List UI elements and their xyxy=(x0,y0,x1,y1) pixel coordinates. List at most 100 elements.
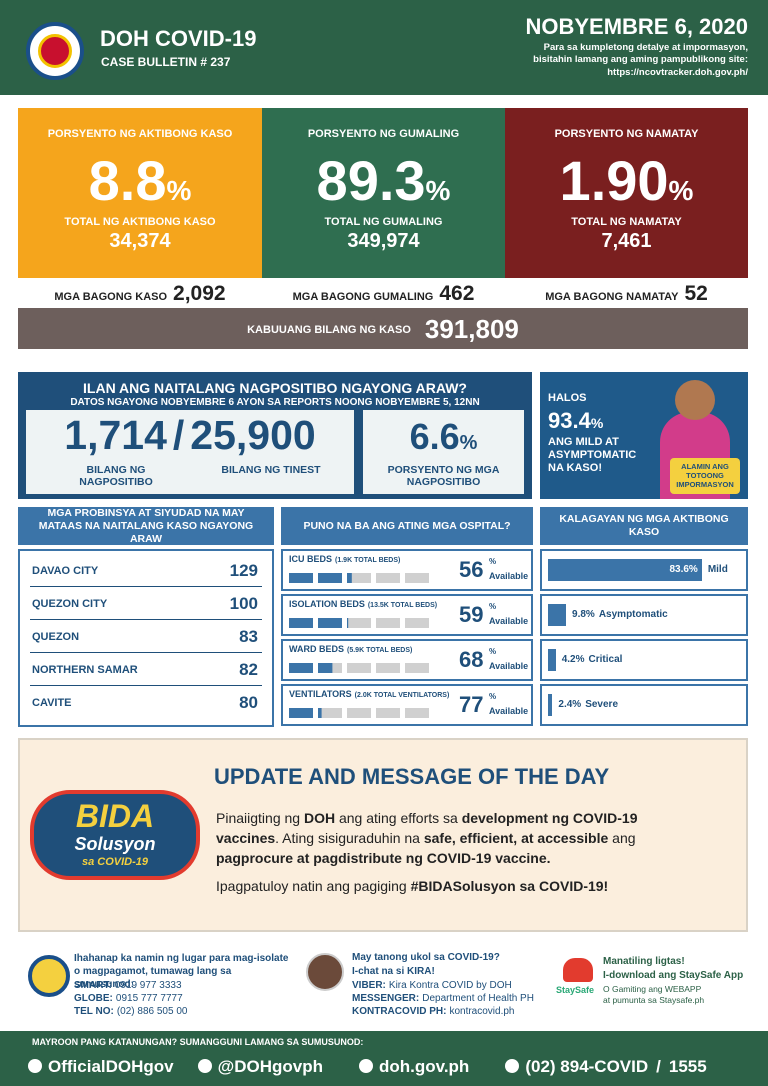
occupancy-icons xyxy=(289,618,429,628)
doh-logo xyxy=(28,955,70,997)
card-percent: 89.3% xyxy=(262,148,505,213)
mild-unit: % xyxy=(590,415,604,431)
occupancy-icons xyxy=(289,663,429,673)
link-icon xyxy=(197,1059,212,1073)
link[interactable]: 1555 xyxy=(668,1057,707,1076)
link[interactable]: @DOHgovph xyxy=(217,1057,323,1076)
kira-avatar xyxy=(306,953,344,991)
card-total-label: TOTAL NG AKTIBONG KASO xyxy=(64,216,216,228)
province-name: QUEZON CITY xyxy=(32,598,108,610)
mild-prefix: HALOS xyxy=(548,392,587,404)
bottom-prompt: MAYROON PANG KATANUNGAN? SUMANGGUNI LAMA… xyxy=(32,1037,364,1047)
staysafe-title: Manatiling ligtas! xyxy=(603,956,685,967)
hospital-unit: % xyxy=(489,692,497,701)
links: OfficialDOHgov @DOHgovph doh.gov.ph (02) 89… xyxy=(28,1057,748,1077)
province-count: 100 xyxy=(229,594,258,613)
update-paragraph: Pinaiigting ng DOH ang ating efforts sa … xyxy=(216,808,686,868)
new-label: MGA BAGONG GUMALING xyxy=(292,291,434,303)
new-value: 462 xyxy=(439,282,475,305)
percent-unit: % xyxy=(425,175,451,206)
status-value-label: 83.6% xyxy=(669,564,698,575)
hospital-status: Available xyxy=(489,616,529,626)
rate-unit: % xyxy=(459,432,478,454)
isolate-text: Ihahanap ka namin ng lugar para mag-isol… xyxy=(74,953,289,990)
hospital-card: ISOLATION BEDS (13.5K TOTAL BEDS) 59% Avail… xyxy=(281,594,533,636)
bold-text: safe, efficient, at accessible xyxy=(423,830,609,846)
status-name: Severe xyxy=(585,699,619,710)
link[interactable]: doh.gov.ph xyxy=(378,1057,470,1076)
rate: 6.6% xyxy=(363,416,524,458)
hospital-head: WARD BEDS (5.9K TOTAL BEDS) xyxy=(289,644,412,654)
date: NOBYEMBRE 6, 2020 xyxy=(525,14,748,39)
seal-inner xyxy=(38,34,72,68)
mild-panel: HALOS 93.4% ANG MILD AT ASYMPTOMATIC NA KA… xyxy=(540,372,748,499)
line-value: Department of Health PH xyxy=(422,993,534,1004)
hospitals-header: PUNO NA BA ANG ATING MGA OSPITAL? xyxy=(281,507,533,545)
percent-unit: % xyxy=(668,175,694,206)
text: ang xyxy=(608,830,636,846)
logo-line: Solusyon xyxy=(74,834,156,854)
rate-box: 6.6% PORSYENTO NG MGA NAGPOSITIBO xyxy=(363,410,524,494)
province-count: 80 xyxy=(239,693,258,712)
line-key: MESSENGER: xyxy=(352,993,420,1004)
line-value: 0915 777 7777 xyxy=(115,993,183,1004)
card-total: 7,461 xyxy=(601,230,652,252)
overall-bar: KABUUANG BILANG NG KASO 391,809 xyxy=(18,308,748,349)
kira-title: May tanong ukol sa COVID-19? xyxy=(352,952,500,963)
card-total-label: TOTAL NG GUMALING xyxy=(324,216,443,228)
status-label: 9.8% Asymptomatic xyxy=(572,609,668,620)
hospital-value: 59 xyxy=(459,602,484,627)
status-card: 4.2% Critical xyxy=(540,639,748,681)
hospital-value: 56 xyxy=(459,557,484,582)
percent-value: 1.90 xyxy=(559,149,669,212)
status-card: 2.4% Severe xyxy=(540,684,748,726)
text: Ipagpatuloy natin ang pagiging xyxy=(216,878,411,894)
update-box: UPDATE AND MESSAGE OF THE DAY BIDA Solusyo… xyxy=(18,738,748,932)
hospital-name: ISOLATION BEDS xyxy=(289,599,365,609)
line-value: kontracovid.ph xyxy=(449,1006,515,1017)
text: ang ating efforts sa xyxy=(335,810,462,826)
line-key: TEL NO: xyxy=(74,1006,114,1017)
hospital-value: 77 xyxy=(459,692,484,717)
kira-line: KONTRACOVID PH: kontracovid.ph xyxy=(352,1006,515,1017)
rate-label: PORSYENTO NG MGA NAGPOSITIBO xyxy=(387,464,500,488)
percent-unit: % xyxy=(166,175,192,206)
staysafe-logo: StaySafe xyxy=(556,985,595,995)
title: DOH COVID-19 xyxy=(100,26,257,51)
mild-value: 93.4% xyxy=(548,408,603,434)
new-label: MGA BAGONG NAMATAY xyxy=(545,291,679,303)
province-row: NORTHERN SAMAR 82 xyxy=(30,654,262,686)
province-name: NORTHERN SAMAR xyxy=(32,664,138,676)
card-label: PORSYENTO NG AKTIBONG KASO xyxy=(47,128,233,140)
seal xyxy=(26,22,84,80)
line-value: Kira Kontra COVID by DOH xyxy=(388,980,512,991)
province-count: 129 xyxy=(229,561,258,580)
overall-value: 391,809 xyxy=(424,314,519,344)
positive: 1,714 xyxy=(64,412,167,458)
text: . Ating sisiguraduhin na xyxy=(275,830,424,846)
staysafe-line: at pumunta sa Staysafe.ph xyxy=(603,995,705,1005)
link-icon xyxy=(505,1059,520,1073)
province-name: DAVAO CITY xyxy=(32,565,99,577)
bold-text: development ng COVID-19 vaccines xyxy=(216,810,638,846)
link[interactable]: OfficialDOHgov xyxy=(48,1057,174,1076)
province-name: CAVITE xyxy=(32,697,72,709)
hospital-unit: % xyxy=(489,602,497,611)
card-percent: 1.90% xyxy=(505,148,748,213)
tested-label: BILANG NG TINEST xyxy=(221,464,321,476)
new-value: 2,092 xyxy=(173,282,226,305)
hospital-detail: (1.9K TOTAL BEDS) xyxy=(335,557,401,564)
new-value: 52 xyxy=(684,282,708,305)
province-name: QUEZON xyxy=(32,631,80,643)
status-bar xyxy=(548,604,567,626)
hospital-status: Available xyxy=(489,706,529,716)
line-key: KONTRACOVID PH: xyxy=(352,1006,447,1017)
link-icon xyxy=(358,1059,373,1073)
link[interactable]: (02) 894-COVID xyxy=(525,1057,649,1076)
hospital-head: ISOLATION BEDS (13.5K TOTAL BEDS) xyxy=(289,599,437,609)
card-label: PORSYENTO NG GUMALING xyxy=(307,128,460,140)
testing-count-box: 1,714/25,900 BILANG NG NAGPOSITIBO BILANG … xyxy=(26,410,354,494)
provinces-header-text: MGA PROBINSYA AT SIYUDAD NA MAY MATAAS N… xyxy=(38,506,254,545)
logo-line: BIDA xyxy=(75,798,155,834)
